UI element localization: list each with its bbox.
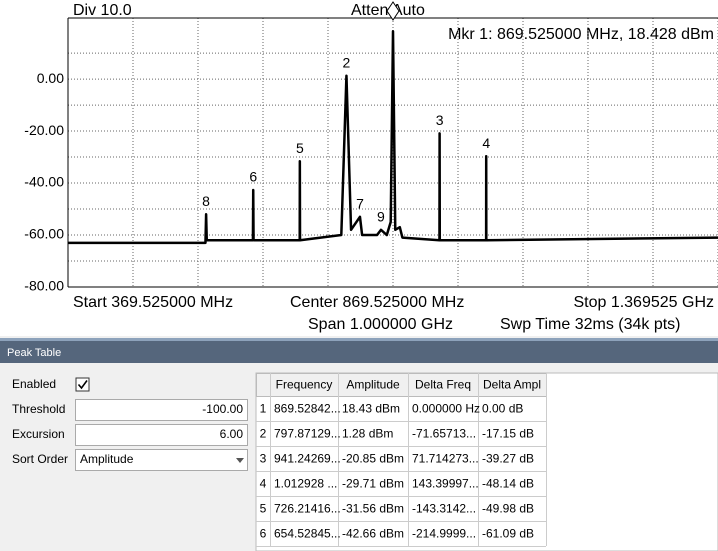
marker-label: 4: [482, 135, 490, 151]
active-marker: [386, 1, 400, 21]
row-index: 3: [260, 452, 267, 466]
column-header: Delta Freq: [415, 378, 471, 392]
marker-label: 3: [436, 112, 444, 128]
marker-label: 9: [377, 209, 385, 225]
table-cell: -61.09 dB: [482, 527, 534, 541]
y-tick-label: -20.00: [24, 122, 64, 138]
table-cell: 1.28 dBm: [342, 427, 393, 441]
excursion-value: 6.00: [220, 427, 244, 441]
table-cell: 0.000000 Hz: [412, 402, 480, 416]
table-cell: 18.43 dBm: [342, 402, 400, 416]
dropdown-arrow: [236, 458, 244, 463]
y-tick-label: 0.00: [37, 70, 64, 86]
column-header: Frequency: [276, 378, 333, 392]
table-cell: -17.15 dB: [482, 427, 534, 441]
sort-value: Amplitude: [80, 452, 134, 466]
span-label: Span 1.000000 GHz: [308, 316, 453, 333]
table-cell: 797.87129...: [274, 427, 341, 441]
stop-label: Stop 1.369525 GHz: [573, 294, 714, 311]
table-cell: 869.52842...: [274, 402, 341, 416]
table-cell: 654.52845...: [274, 527, 341, 541]
sort-label: Sort Order: [12, 452, 68, 466]
table-cell: 726.21416...: [274, 502, 341, 516]
check-mark: [77, 380, 88, 390]
panel-title: Peak Table: [7, 347, 61, 359]
table-cell: -214.9999...: [412, 527, 476, 541]
spectrum-trace: [68, 30, 718, 245]
marker-label: 6: [249, 169, 257, 185]
table-cell: -42.66 dBm: [342, 527, 404, 541]
sort-dropdown[interactable]: [75, 449, 248, 471]
row-index: 5: [260, 502, 267, 516]
table-cell: 71.714273...: [412, 452, 479, 466]
marker-label: 5: [296, 140, 304, 156]
row-index: 2: [260, 427, 267, 441]
marker-label: 7: [356, 196, 364, 212]
column-header: Delta Ampl: [483, 378, 541, 392]
marker-label: 8: [202, 193, 210, 209]
column-header: Amplitude: [346, 378, 400, 392]
table-cell: 941.24269...: [274, 452, 341, 466]
threshold-value: -100.00: [202, 402, 243, 416]
table-cell: -29.71 dBm: [342, 477, 404, 491]
center-label: Center 869.525000 MHz: [290, 294, 464, 311]
y-tick-label: -40.00: [24, 174, 64, 190]
plot-background: [0, 0, 718, 336]
start-label: Start 369.525000 MHz: [73, 294, 233, 311]
table-cell: -143.3142...: [412, 502, 476, 516]
row-index: 4: [260, 477, 267, 491]
row-index: 1: [260, 402, 267, 416]
threshold-input[interactable]: [75, 399, 248, 421]
table-cell: -71.65713...: [412, 427, 476, 441]
table-cell: 0.00 dB: [482, 402, 523, 416]
y-tick-label: -80.00: [24, 278, 64, 294]
panel-title-bar: [0, 341, 718, 363]
threshold-label: Threshold: [12, 402, 65, 416]
table-cell: 143.39997...: [412, 477, 479, 491]
div-label: Div 10.0: [73, 2, 132, 19]
row-index: 6: [260, 527, 267, 541]
marker-readout: Mkr 1: 869.525000 MHz, 18.428 dBm: [448, 26, 714, 43]
y-tick-label: -60.00: [24, 226, 64, 242]
table-cell: -31.56 dBm: [342, 502, 404, 516]
table-cell: -20.85 dBm: [342, 452, 404, 466]
excursion-label: Excursion: [12, 427, 65, 441]
enabled-label: Enabled: [12, 377, 56, 391]
sweep-label: Swp Time 32ms (34k pts): [500, 316, 681, 333]
panel-border: [0, 338, 718, 341]
table-cell: -39.27 dB: [482, 452, 534, 466]
table-cell: -49.98 dB: [482, 502, 534, 516]
enabled-checkbox[interactable]: [75, 377, 90, 392]
table-cell: -48.14 dB: [482, 477, 534, 491]
marker-label: 2: [343, 54, 351, 70]
excursion-input[interactable]: [75, 424, 248, 446]
table-cell: 1.012928 ...: [274, 477, 337, 491]
